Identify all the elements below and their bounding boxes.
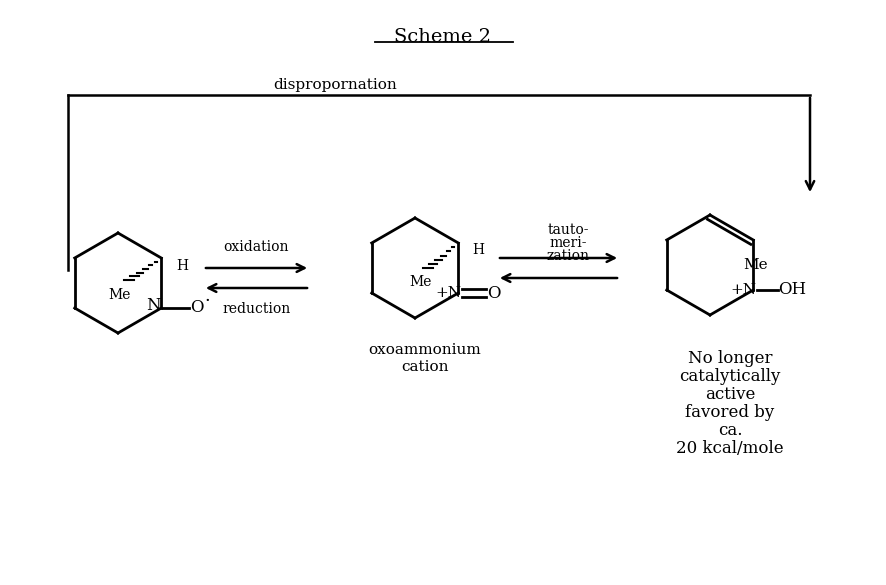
Text: dispropornation: dispropornation (273, 78, 396, 92)
Text: H: H (176, 259, 188, 273)
Text: 20 kcal/mole: 20 kcal/mole (675, 440, 783, 457)
Text: O: O (190, 300, 204, 316)
Text: active: active (704, 386, 754, 403)
Text: Scheme 2: Scheme 2 (394, 28, 491, 46)
Text: oxidation: oxidation (223, 240, 289, 254)
Text: Me: Me (408, 275, 431, 289)
Text: +N: +N (729, 283, 756, 297)
Text: oxoammonium: oxoammonium (369, 343, 481, 357)
Text: +N: +N (435, 286, 461, 300)
Text: N: N (146, 298, 160, 315)
Text: favored by: favored by (685, 404, 773, 421)
Text: Me: Me (742, 258, 766, 272)
Text: catalytically: catalytically (679, 368, 780, 385)
Text: ·: · (204, 292, 210, 310)
Text: OH: OH (777, 281, 805, 298)
Text: reduction: reduction (222, 302, 291, 316)
Text: ca.: ca. (717, 422, 742, 439)
Text: O: O (487, 284, 501, 301)
Text: zation: zation (547, 249, 589, 263)
Text: meri-: meri- (549, 236, 587, 250)
Text: No longer: No longer (687, 350, 772, 367)
Text: cation: cation (400, 360, 448, 374)
Text: H: H (471, 243, 484, 257)
Text: Me: Me (108, 288, 130, 302)
Text: tauto-: tauto- (548, 223, 588, 237)
